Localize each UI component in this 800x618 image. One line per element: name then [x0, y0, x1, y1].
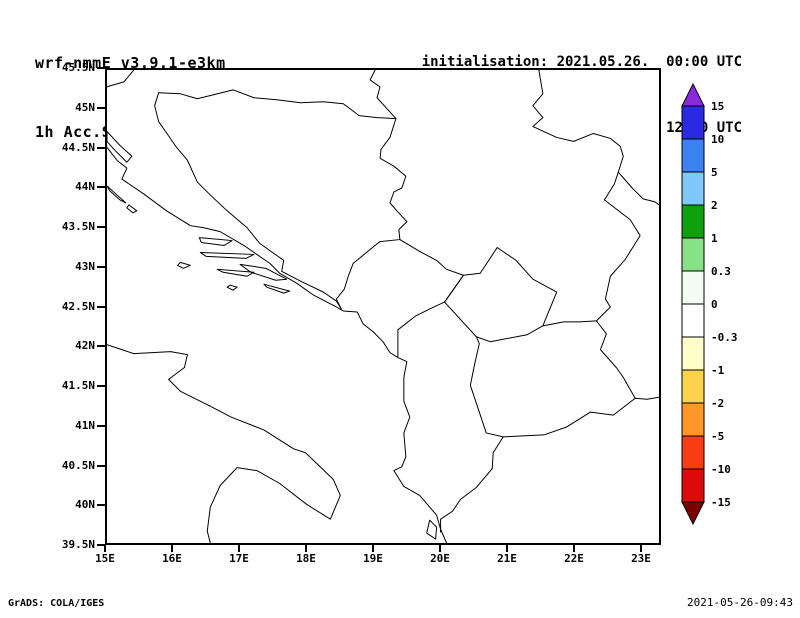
border-slovenia-croatia: [107, 70, 135, 88]
x-axis-tick: [372, 545, 374, 552]
y-axis-tick-label: 45.5N: [61, 61, 95, 74]
x-axis-tick-label: 20E: [430, 552, 450, 565]
colorbar-level-label: 10: [711, 133, 724, 146]
y-axis-tick-label: 44.5N: [61, 140, 95, 154]
coastline-italy: [107, 344, 341, 543]
colorbar-arrow-above-max: [681, 82, 705, 107]
x-axis-tick-label: 17E: [229, 552, 249, 565]
colorbar-segment: [681, 468, 705, 503]
colorbar-segment: [681, 237, 705, 272]
colorbar-segment: [681, 435, 705, 470]
y-axis-tick-label: 41.5N: [61, 379, 95, 392]
colorbar-segment: [681, 336, 705, 371]
colorbar-arrow-below-min: [681, 501, 705, 526]
colorbar-level-label: 0.3: [711, 265, 731, 278]
colorbar-level-label: -10: [711, 463, 731, 476]
colorbar-segment: [681, 303, 705, 338]
y-axis-tick: [97, 544, 105, 546]
border-croatia-bosnia-west: [154, 92, 342, 310]
colorbar-level-label: -1: [711, 364, 725, 377]
y-axis-tick: [97, 106, 105, 109]
x-axis-tick-label: 19E: [363, 552, 383, 565]
x-axis-tick-label: 22E: [564, 552, 584, 565]
x-axis-tick: [171, 545, 173, 552]
colorbar-level-label: -0.3: [711, 331, 738, 344]
x-axis-tick: [573, 545, 575, 552]
y-axis-tick-label: 41N: [75, 418, 95, 432]
colorbar-level-label: -15: [711, 496, 731, 509]
y-axis-tick: [97, 305, 105, 308]
border-croatia-bosnia-north: [158, 89, 397, 120]
border-romania-bulgaria-danube: [617, 171, 659, 206]
y-axis-tick-label: 42.5N: [61, 299, 95, 313]
y-axis-tick: [97, 345, 105, 348]
border-montenegro-serbia-albania: [397, 239, 464, 358]
x-axis-tick-label: 18E: [296, 552, 316, 565]
colorbar-segment: [681, 138, 705, 173]
y-axis-tick: [97, 385, 105, 387]
y-axis-tick: [97, 67, 105, 69]
y-axis-tick: [97, 226, 105, 228]
border-albania-greece: [440, 436, 504, 533]
y-axis-tick-label: 45N: [75, 100, 95, 114]
border-serbia-west-drina: [369, 70, 408, 241]
y-axis-tick-label: 43N: [75, 259, 95, 273]
y-axis-tick: [97, 265, 105, 268]
y-axis-tick: [97, 504, 105, 507]
x-axis-tick: [238, 545, 240, 552]
x-axis-tick-label: 15E: [95, 552, 115, 565]
border-serbia-romania: [532, 70, 624, 173]
y-axis-tick-label: 40N: [75, 498, 95, 512]
model-name: wrf-nmmE_v3.9.1-e3km: [35, 54, 226, 72]
colorbar-segment: [681, 204, 705, 239]
coastline-adriatic-islands: [107, 130, 438, 540]
x-axis-tick-label: 16E: [162, 552, 182, 565]
y-axis-tick-label: 40.5N: [61, 458, 95, 472]
x-axis-tick-label: 21E: [497, 552, 517, 565]
border-greece-bulgaria: [634, 396, 659, 400]
y-axis-tick: [97, 424, 105, 427]
initialisation-time: initialisation: 2021.05.26. 00:00 UTC: [421, 54, 742, 70]
border-albania-macedonia: [469, 336, 504, 438]
coastline-adriatic-east: [107, 146, 448, 543]
x-axis-tick: [506, 545, 508, 552]
x-axis-tick: [640, 545, 642, 552]
colorbar-level-label: -2: [711, 397, 724, 410]
colorbar-level-label: -5: [711, 430, 724, 443]
map-plot-frame: [105, 68, 661, 545]
border-macedonia-serbia: [542, 320, 597, 327]
y-axis-tick-label: 44N: [75, 180, 95, 194]
colorbar-segment: [681, 270, 705, 305]
colorbar-segment: [681, 105, 705, 140]
map-canvas: [107, 70, 659, 543]
x-axis-tick: [104, 545, 106, 552]
x-axis-tick: [439, 545, 441, 552]
colorbar-level-label: 15: [711, 100, 724, 113]
border-serbia-bulgaria: [595, 171, 641, 322]
border-kosovo: [444, 247, 558, 343]
colorbar: 15 10 5 2 1 0.3 0 -0.3 -1 -2 -5 -10 -15: [681, 82, 738, 526]
y-axis-tick: [97, 464, 105, 467]
colorbar-level-label: 2: [711, 199, 718, 212]
border-macedonia-greece: [502, 397, 636, 438]
grads-credit: GrADS: COLA/IGES: [8, 598, 105, 609]
colorbar-level-label: 0: [711, 298, 718, 311]
border-bosnia-montenegro: [335, 239, 401, 310]
y-axis-tick-label: 42N: [75, 339, 95, 353]
border-macedonia-bulgaria: [595, 320, 636, 399]
colorbar-level-label: 1: [711, 232, 718, 245]
colorbar-segment: [681, 369, 705, 404]
y-axis-tick-label: 39.5N: [61, 538, 95, 551]
x-axis-tick: [305, 545, 307, 552]
colorbar-level-label: 5: [711, 166, 718, 179]
y-axis-tick: [97, 186, 105, 189]
creation-timestamp: 2021-05-26-09:43: [687, 596, 793, 609]
y-axis-tick: [97, 146, 105, 149]
colorbar-segment: [681, 402, 705, 437]
y-axis-tick-label: 43.5N: [61, 220, 95, 233]
colorbar-segment: [681, 171, 705, 206]
x-axis-tick-label: 23E: [631, 552, 651, 565]
